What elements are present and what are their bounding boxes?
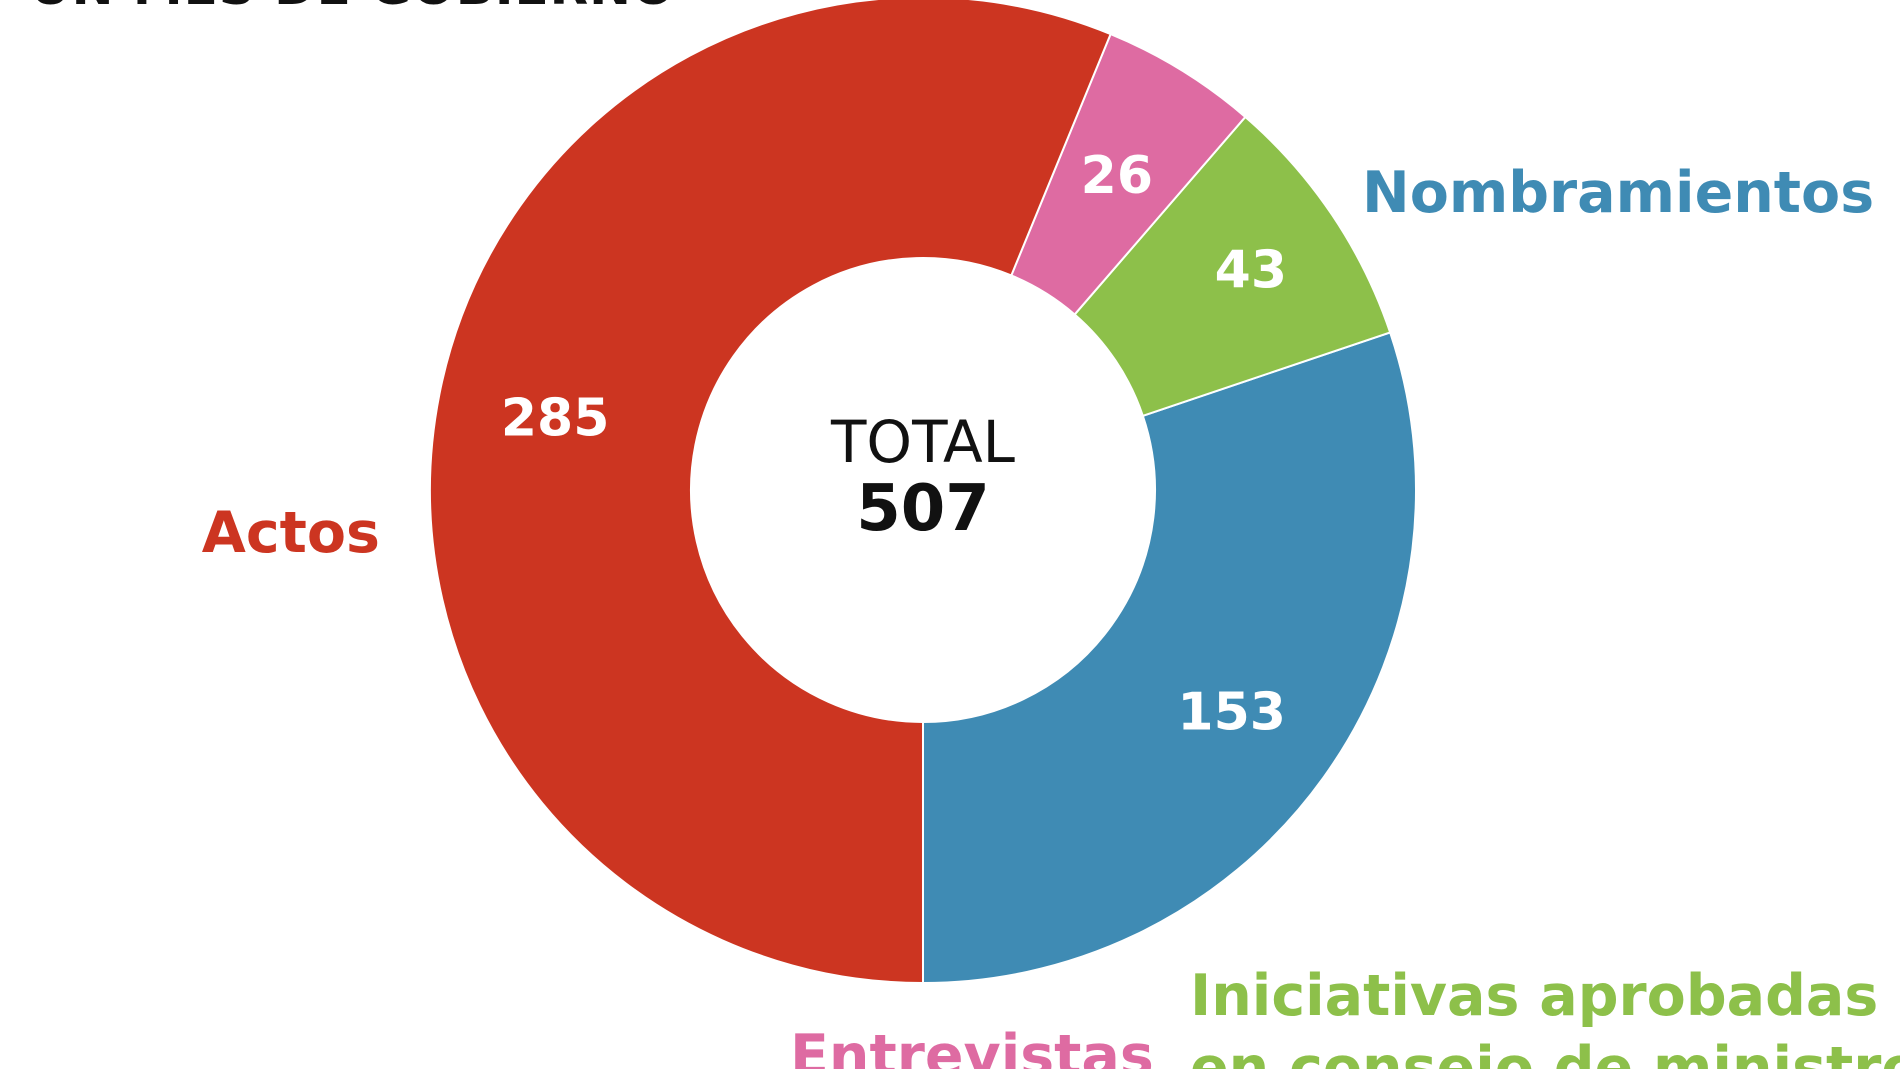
category-label-line: Actos bbox=[202, 500, 380, 566]
value-label-actos: 285 bbox=[501, 388, 610, 448]
donut-hole bbox=[691, 258, 1155, 722]
category-label-iniciativas: Iniciativas aprobadas en consejo de minis… bbox=[1190, 963, 1900, 1069]
category-label-line: Entrevistas bbox=[790, 1023, 1154, 1069]
value-label-entrevistas: 26 bbox=[1081, 146, 1153, 206]
chart-title: UN MES DE GOBIERNO bbox=[30, 0, 676, 16]
value-label-nombramientos: 153 bbox=[1177, 683, 1286, 743]
category-label-line: Iniciativas aprobadas bbox=[1190, 963, 1878, 1029]
category-labels-group: Nombramientos Iniciativas aprobadas en con… bbox=[202, 160, 1900, 1069]
category-label-nombramientos: Nombramientos bbox=[1362, 160, 1874, 226]
slices-group bbox=[429, 0, 1417, 985]
total-label: TOTAL bbox=[830, 408, 1015, 476]
category-label-actos: Actos bbox=[202, 500, 380, 566]
category-label-line: en consejo de ministros bbox=[1190, 1035, 1900, 1069]
category-label-line: Nombramientos bbox=[1362, 160, 1874, 226]
category-label-entrevistas: Entrevistas bbox=[790, 1023, 1154, 1069]
value-labels-group: 153 43 26 285 bbox=[501, 146, 1287, 743]
total-value: 507 bbox=[856, 472, 990, 546]
value-label-iniciativas: 43 bbox=[1215, 241, 1287, 301]
